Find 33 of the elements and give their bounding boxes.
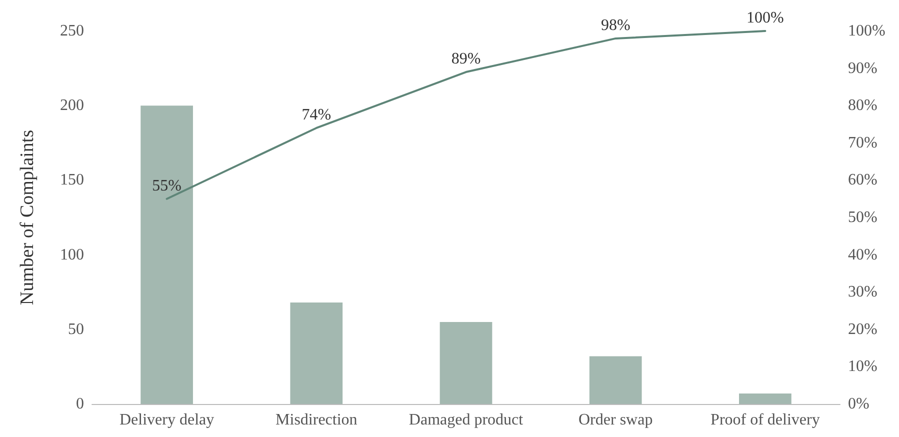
bar	[140, 106, 193, 404]
bar	[440, 322, 492, 404]
y-tick-label: 0	[76, 396, 84, 412]
bar	[739, 394, 792, 404]
data-label: 100%	[746, 10, 784, 26]
y-tick-label: 200	[60, 97, 84, 114]
y-tick-label: 100	[60, 246, 84, 264]
y-axis-title: Number of Complaints	[17, 130, 38, 306]
y2-tick-label: 80%	[848, 97, 878, 114]
y2-tick-label: 10%	[848, 358, 878, 376]
data-label: 98%	[600, 16, 630, 34]
y2-tick-label: 50%	[848, 209, 878, 226]
y-tick-label: 50	[68, 320, 84, 338]
x-tick-label: Misdirection	[276, 412, 358, 428]
data-label: 89%	[451, 50, 481, 68]
bar	[290, 302, 343, 404]
x-tick-label: Proof of delivery	[710, 412, 820, 428]
y-tick-label: 150	[60, 172, 84, 189]
x-tick-label: Damaged product	[408, 412, 524, 428]
data-label: 74%	[302, 106, 332, 124]
y2-tick-label: 40%	[848, 246, 878, 264]
y2-tick-label: 100%	[848, 22, 886, 40]
y2-tick-label: 0%	[848, 396, 870, 412]
bar	[589, 356, 642, 404]
y2-tick-label: 20%	[848, 320, 878, 338]
y2-tick-label: 70%	[848, 134, 878, 152]
y2-tick-label: 60%	[848, 172, 878, 189]
y2-tick-label: 30%	[848, 284, 878, 301]
y2-tick-label: 90%	[848, 60, 878, 77]
x-tick-label: Order swap	[578, 412, 653, 428]
x-tick-label: Delivery delay	[119, 412, 214, 428]
data-label: 55%	[152, 177, 182, 194]
y-tick-label: 250	[60, 22, 84, 40]
